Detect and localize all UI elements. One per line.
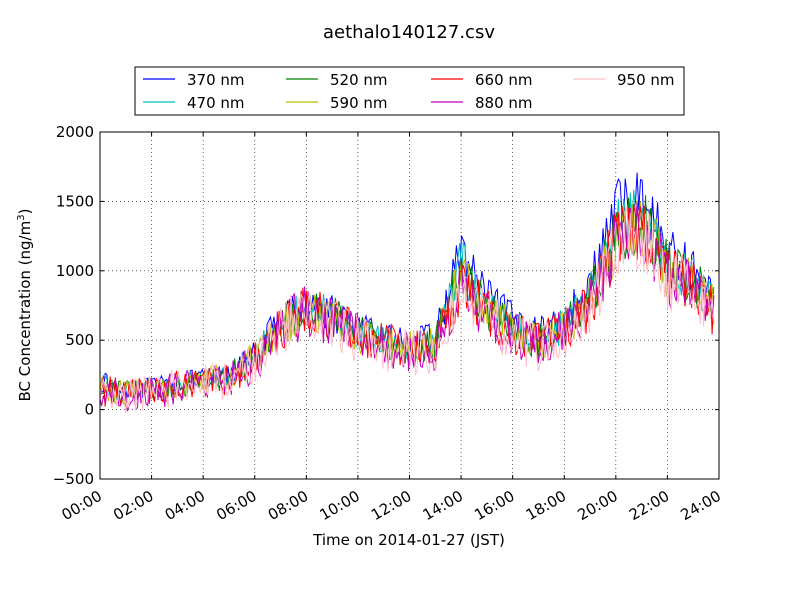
y-axis-label-tail: )	[16, 209, 34, 215]
series-line	[99, 205, 715, 414]
legend-label: 590 nm	[330, 94, 388, 112]
y-tick-label: 0	[84, 401, 94, 419]
y-tick-label: 500	[65, 331, 94, 349]
y-axis-label: BC Concentration (ng/m3)	[16, 209, 34, 402]
legend-label: 880 nm	[475, 94, 533, 112]
legend-box	[134, 66, 685, 116]
y-tick-label: 1500	[56, 192, 94, 210]
chart-title: aethalo140127.csv	[323, 22, 495, 43]
legend-label: 470 nm	[187, 94, 245, 112]
legend-label: 370 nm	[187, 71, 245, 89]
y-axis-label-main: BC Concentration (ng/m	[16, 221, 34, 402]
series-line	[99, 202, 715, 412]
y-axis-label-superscript: 3	[16, 214, 27, 220]
y-tick-label: −500	[53, 470, 94, 488]
y-tick-label: 1000	[56, 262, 94, 280]
legend: 370 nm 470 nm 520 nm 590 nm 660 nm 880 nm 950 …	[134, 66, 685, 116]
legend-label: 660 nm	[475, 71, 533, 89]
legend-label: 520 nm	[330, 71, 388, 89]
y-tick-label: 2000	[56, 123, 94, 141]
x-axis-label: Time on 2014-01-27 (JST)	[312, 531, 505, 549]
series-lines	[99, 172, 715, 414]
legend-label: 950 nm	[617, 71, 675, 89]
